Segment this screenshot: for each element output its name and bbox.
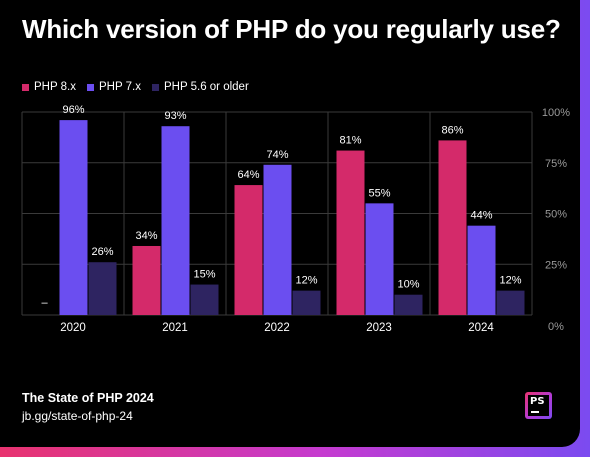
bar	[496, 290, 525, 315]
bar	[292, 290, 321, 315]
data-label: 96%	[62, 104, 84, 116]
logo-inner: PS	[528, 395, 549, 416]
footer-url: jb.gg/state-of-php-24	[22, 409, 133, 423]
bar	[263, 164, 292, 315]
y-tick-label: 25%	[545, 259, 567, 271]
data-label: 81%	[339, 135, 361, 147]
data-label: –	[41, 297, 48, 309]
x-tick-label: 2024	[468, 322, 494, 334]
bar	[190, 284, 219, 315]
x-tick-label: 2023	[366, 322, 392, 334]
bar-chart: 0% 25% 50% 75% 100% – 96% 26% 2020 34% 93% 15% 2021 6…	[21, 104, 570, 334]
data-label: 26%	[91, 246, 113, 258]
y-tick-label: 50%	[545, 209, 567, 221]
bar	[438, 140, 467, 315]
logo-text: PS	[530, 396, 545, 407]
data-label: 15%	[193, 269, 215, 281]
bar	[234, 185, 263, 315]
legend-label-php56: PHP 5.6 or older	[163, 81, 249, 93]
bar	[132, 245, 161, 315]
data-label: 93%	[164, 110, 186, 122]
x-tick-label: 2021	[162, 322, 188, 334]
bar	[59, 120, 88, 316]
bar	[394, 294, 423, 315]
legend-item-php8: PHP 8.x	[22, 81, 76, 93]
data-label: 86%	[441, 124, 463, 136]
bar	[365, 203, 394, 315]
data-label: 34%	[135, 230, 157, 242]
legend-item-php56: PHP 5.6 or older	[151, 81, 249, 93]
bar	[467, 225, 496, 315]
y-tick-label: 0%	[548, 321, 564, 333]
chart-title: Which version of PHP do you regularly us…	[22, 14, 561, 44]
legend-swatch-php7	[86, 83, 94, 91]
data-label: 55%	[368, 187, 390, 199]
data-label: 64%	[237, 169, 259, 181]
data-label: 74%	[266, 149, 288, 161]
bar	[336, 150, 365, 315]
data-label: 12%	[499, 275, 521, 287]
x-tick-label: 2020	[60, 322, 86, 334]
phpstorm-logo: PS	[525, 392, 552, 419]
data-label: 44%	[470, 210, 492, 222]
legend-swatch-php56	[151, 83, 159, 91]
footer-source: The State of PHP 2024	[22, 391, 154, 405]
bar	[88, 262, 117, 315]
chart-card: Which version of PHP do you regularly us…	[0, 0, 580, 447]
legend-label-php8: PHP 8.x	[34, 81, 76, 93]
legend: PHP 8.x PHP 7.x PHP 5.6 or older	[22, 81, 249, 93]
x-tick-label: 2022	[264, 322, 290, 334]
data-label: 10%	[397, 279, 419, 291]
legend-label-php7: PHP 7.x	[98, 81, 141, 93]
y-tick-label: 75%	[545, 158, 567, 170]
data-label: 12%	[295, 275, 317, 287]
y-tick-label: 100%	[542, 107, 570, 119]
legend-swatch-php8	[22, 83, 29, 91]
bar	[161, 126, 190, 316]
logo-underscore	[531, 411, 539, 413]
legend-item-php7: PHP 7.x	[86, 81, 141, 93]
